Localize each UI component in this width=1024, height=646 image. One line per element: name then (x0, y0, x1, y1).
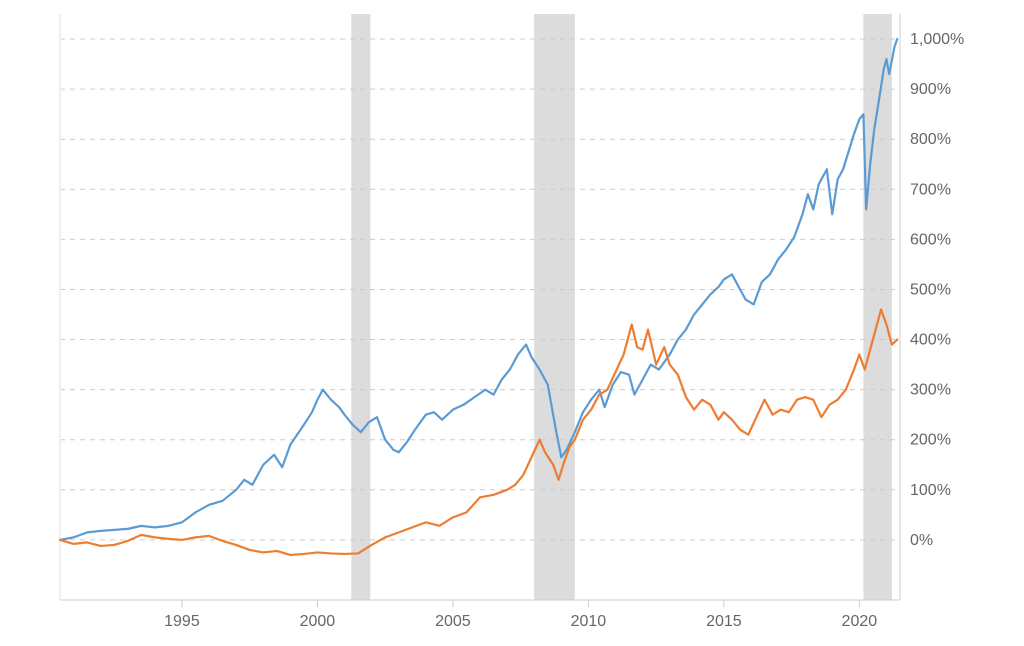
x-tick-label: 2005 (435, 613, 471, 630)
y-tick-label: 700% (910, 181, 951, 198)
y-tick-label: 100% (910, 482, 951, 499)
recession-band (534, 14, 575, 600)
chart-canvas: 0% 100% 200% 300% 400% 500% 600% 700% 800% 900% 1,… (0, 0, 1024, 646)
y-tick-label: 800% (910, 131, 951, 148)
line-chart: 0% 100% 200% 300% 400% 500% 600% 700% 800% 900% 1,… (0, 0, 1024, 646)
y-tick-label: 600% (910, 231, 951, 248)
x-tick-label: 2020 (842, 613, 878, 630)
y-tick-label: 500% (910, 281, 951, 298)
x-tick-label: 2000 (300, 613, 336, 630)
y-tick-label: 1,000% (910, 31, 964, 48)
x-tick-label: 2010 (571, 613, 607, 630)
y-tick-label: 0% (910, 532, 933, 549)
y-tick-label: 900% (910, 81, 951, 98)
recession-band (351, 14, 370, 600)
y-tick-label: 300% (910, 382, 951, 399)
y-tick-label: 200% (910, 432, 951, 449)
x-tick-label: 2015 (706, 613, 742, 630)
x-tick-label: 1995 (164, 613, 200, 630)
y-tick-label: 400% (910, 332, 951, 349)
